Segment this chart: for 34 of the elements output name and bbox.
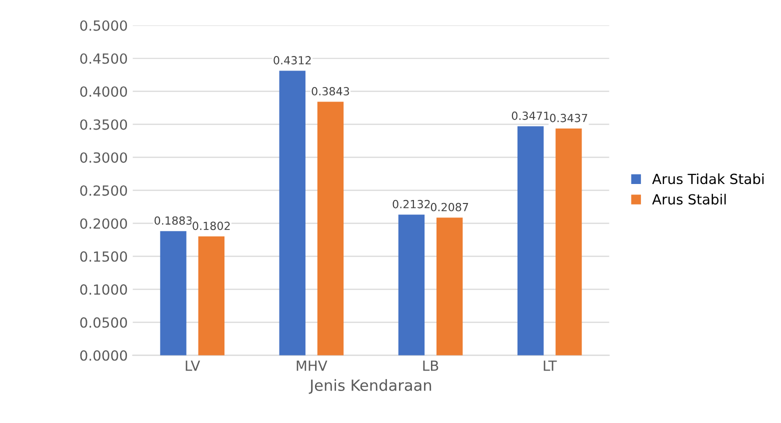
data-label: 0.2087 [430, 202, 468, 212]
bar [517, 126, 544, 356]
data-label: 0.3471 [512, 112, 549, 120]
y-tick-label: 0.4500 [80, 53, 127, 64]
y-tick-label: 0.5000 [80, 20, 127, 31]
x-tick-label: LT [544, 360, 557, 371]
data-label: 0.3437 [550, 114, 588, 122]
legend-label: Arus Tidak Stabi [652, 173, 764, 184]
y-tick-label: 0.2000 [80, 218, 127, 229]
bar [317, 102, 344, 356]
y-tick-label: 0.0500 [80, 317, 127, 328]
y-tick-label: 0.4000 [80, 86, 127, 97]
y-tick-label: 0.1500 [80, 251, 127, 262]
bar [160, 231, 186, 356]
x-tick-label: LV [186, 360, 200, 371]
y-tick-label: 0.2500 [80, 185, 127, 196]
bar [436, 218, 463, 356]
x-tick-label: MHV [296, 360, 328, 371]
x-tick-label: LB [423, 360, 438, 371]
bar [198, 236, 224, 356]
data-label: 0.2132 [392, 200, 430, 208]
y-tick-label: 0.3500 [80, 119, 127, 130]
x-axis-title: Jenis Kendaraan [308, 379, 432, 394]
legend-label: Arus Stabil [652, 194, 726, 205]
data-label: 0.4312 [274, 56, 311, 64]
data-label: 0.3843 [312, 87, 350, 96]
data-label: 0.1883 [154, 216, 192, 225]
y-tick-label: 0.3000 [80, 152, 127, 163]
bar [556, 128, 582, 356]
bar [398, 214, 425, 356]
data-label: 0.1802 [192, 222, 230, 230]
y-tick-label: 0.0000 [80, 350, 127, 361]
bar [279, 70, 306, 356]
y-tick-label: 0.1000 [80, 284, 127, 295]
